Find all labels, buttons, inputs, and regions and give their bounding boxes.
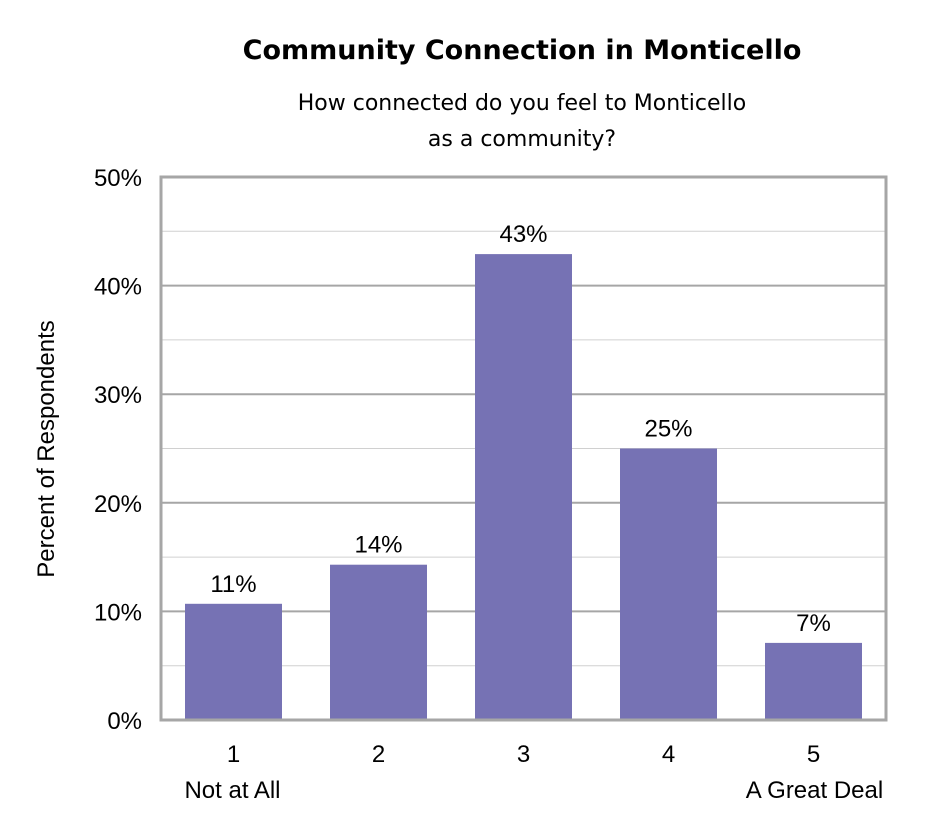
x-tick-label: 3 [517, 741, 530, 768]
data-label: 7% [796, 610, 831, 637]
x-tick-label: 1 [227, 741, 240, 768]
y-tick-label: 50% [94, 165, 142, 192]
y-tick-label: 40% [94, 274, 142, 301]
data-label: 14% [354, 532, 402, 559]
bar-4 [620, 448, 717, 720]
x-tick-sublabel: Not at All [184, 777, 280, 804]
chart-title: Community Connection in Monticello [243, 35, 802, 66]
bar-5 [765, 642, 862, 720]
data-label: 11% [210, 571, 256, 598]
plot-frame [159, 175, 888, 722]
y-tick-label: 20% [94, 491, 142, 518]
chart-subtitle-line1: How connected do you feel to Monticello [298, 91, 746, 116]
y-axis-label: Percent of Respondents [33, 320, 60, 578]
y-tick-label: 30% [94, 382, 142, 409]
data-label: 43% [499, 221, 547, 248]
chart-subtitle-line2: as a community? [428, 127, 616, 152]
x-tick-sublabel: A Great Deal [746, 777, 883, 804]
bar-2 [330, 564, 427, 720]
x-tick-label: 2 [372, 741, 385, 768]
bar-3 [475, 254, 572, 720]
data-label: 25% [644, 416, 692, 443]
x-tick-label: 4 [662, 741, 675, 768]
bar-1 [185, 603, 282, 720]
y-tick-label: 10% [94, 599, 142, 626]
x-tick-label: 5 [807, 741, 820, 768]
y-tick-label: 0% [107, 708, 142, 735]
